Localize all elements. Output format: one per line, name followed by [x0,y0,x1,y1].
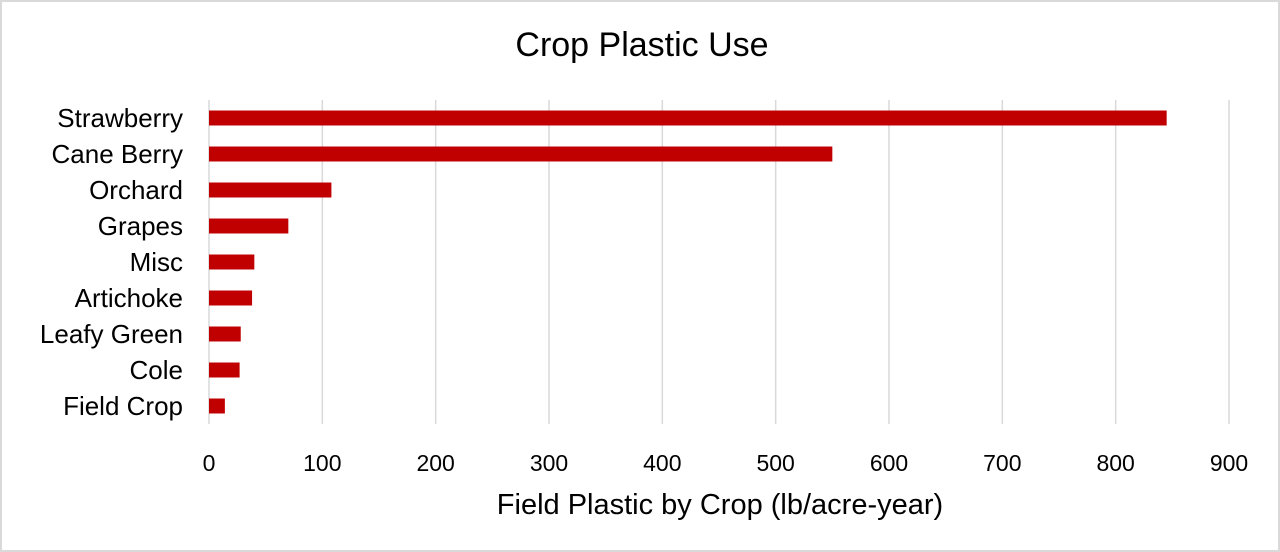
category-label: Misc [130,247,183,277]
x-tick-label: 400 [643,450,681,476]
x-tick-label: 100 [303,450,341,476]
bar-misc [209,254,255,270]
x-tick-label: 300 [530,450,568,476]
chart-title: Crop Plastic Use [515,26,768,64]
bar-cane-berry [209,146,833,162]
x-axis-tick-labels: 0 100 200 300 400 500 600 700 800 900 [203,450,1249,476]
category-label: Orchard [89,175,183,205]
category-label: Cane Berry [52,139,184,169]
x-axis-title: Field Plastic by Crop (lb/acre-year) [497,489,943,521]
x-tick-label: 700 [983,450,1021,476]
category-labels: Strawberry Cane Berry Orchard Grapes Misc Art… [40,103,183,421]
category-label: Artichoke [75,283,183,313]
x-tick-label: 800 [1096,450,1134,476]
x-tick-label: 0 [203,450,216,476]
bar-grapes [209,218,289,234]
bar-leafy-green [209,326,241,342]
x-tick-label: 900 [1210,450,1248,476]
category-label: Leafy Green [40,319,183,349]
bar-cole [209,362,240,378]
category-label: Cole [130,355,183,385]
bars [209,110,1167,414]
category-label: Field Crop [63,391,183,421]
category-label: Grapes [98,211,183,241]
x-tick-label: 200 [416,450,454,476]
x-tick-label: 600 [870,450,908,476]
category-label: Strawberry [57,103,183,133]
bar-artichoke [209,290,253,306]
bar-strawberry [209,110,1167,126]
x-tick-label: 500 [756,450,794,476]
bar-field-crop [209,398,225,414]
bar-orchard [209,182,332,198]
